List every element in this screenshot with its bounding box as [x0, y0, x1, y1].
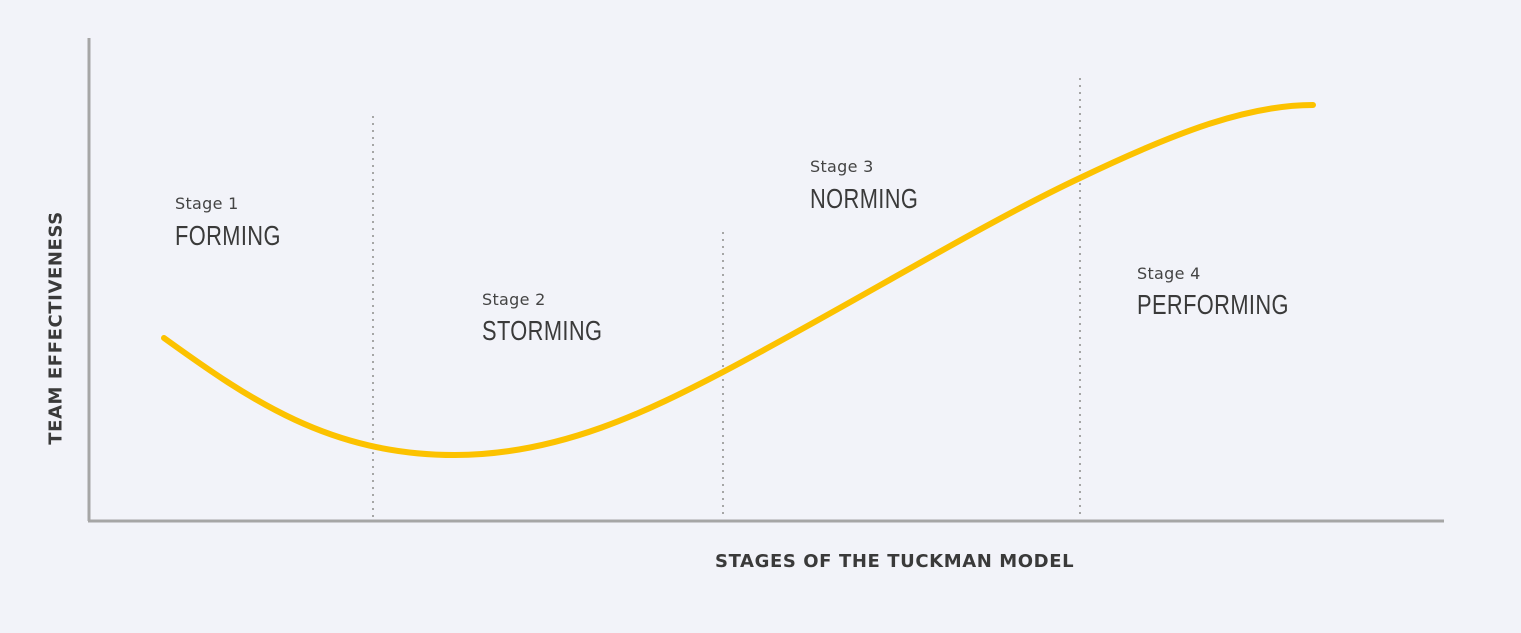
stage-3-number: Stage 3 — [810, 157, 874, 176]
stage-2-name: STORMING — [482, 315, 603, 346]
stage-4-name: PERFORMING — [1137, 289, 1289, 320]
stage-3-name: NORMING — [810, 183, 919, 214]
stage-2-number: Stage 2 — [482, 290, 546, 309]
x-axis-label: STAGES OF THE TUCKMAN MODEL — [715, 551, 1075, 572]
y-axis-label: TEAM EFFECTIVENESS — [45, 211, 67, 445]
stage-4-number: Stage 4 — [1137, 264, 1201, 283]
effectiveness-curve — [161, 102, 1316, 459]
stage-1-name: FORMING — [175, 220, 281, 251]
stage-1-number: Stage 1 — [175, 194, 239, 213]
